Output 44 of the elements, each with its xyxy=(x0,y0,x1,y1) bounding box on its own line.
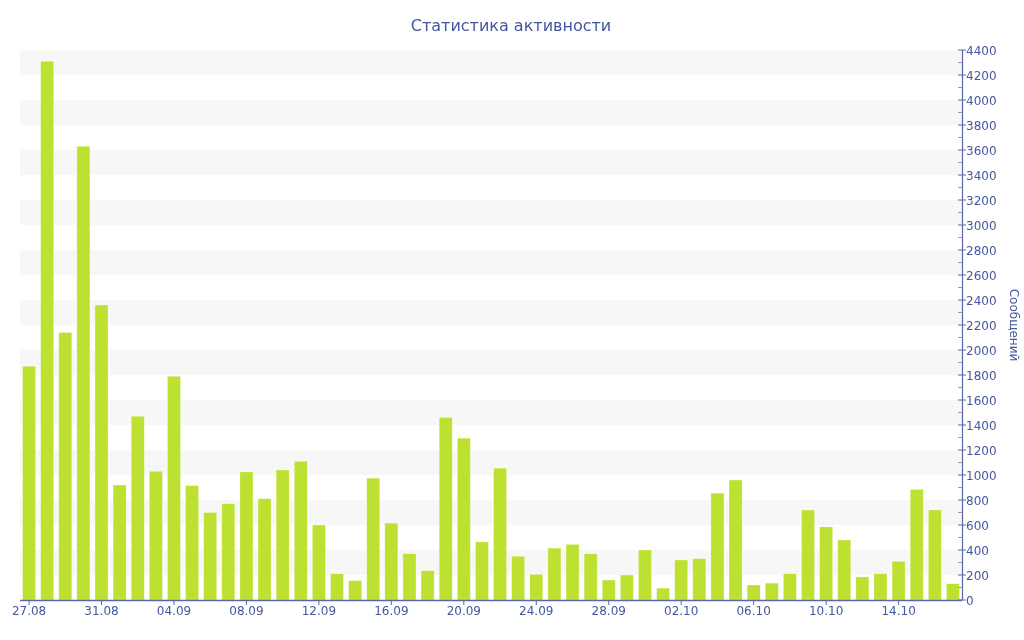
x-tick-label: 24.09 xyxy=(519,604,554,618)
y-tick-label: 1400 xyxy=(966,418,997,433)
y-tick-label: 4400 xyxy=(966,43,997,58)
x-tick-label: 12.09 xyxy=(301,604,337,618)
bar xyxy=(348,580,362,601)
y-tick-label: 1200 xyxy=(966,443,997,458)
y-tick-label: 3200 xyxy=(966,193,997,208)
y-axis-title: Сообщений xyxy=(1007,288,1021,362)
bar xyxy=(601,579,616,601)
x-tick-label: 08.09 xyxy=(229,604,264,618)
x-tick-label: 14.10 xyxy=(881,604,916,618)
y-tick-label: 3000 xyxy=(966,218,997,233)
x-tick-label: 27.08 xyxy=(11,604,47,618)
y-tick-label: 1000 xyxy=(966,468,997,483)
bar xyxy=(764,582,779,601)
y-tick-label: 800 xyxy=(966,493,989,508)
y-tick-label: 400 xyxy=(966,543,989,558)
chart-title: Статистика активности xyxy=(410,16,612,35)
y-tick-label: 0 xyxy=(966,593,974,608)
y-tick-label: 1800 xyxy=(966,368,997,383)
y-tick-label: 600 xyxy=(966,518,989,533)
bar xyxy=(656,587,670,601)
y-tick-label: 1600 xyxy=(966,393,997,408)
y-tick-label: 3400 xyxy=(966,168,997,183)
x-tick-label: 16.09 xyxy=(374,604,409,618)
y-tick-label: 4200 xyxy=(966,68,997,83)
x-tick-label: 06.10 xyxy=(736,604,771,618)
x-tick-label: 02.10 xyxy=(664,604,699,618)
bar xyxy=(746,584,761,601)
y-tick-label: 2800 xyxy=(966,243,997,258)
y-tick-label: 2200 xyxy=(966,318,997,333)
y-tick-label: 2600 xyxy=(966,268,997,283)
x-tick-label: 04.09 xyxy=(156,604,192,618)
y-tick-label: 2000 xyxy=(966,343,997,358)
bar xyxy=(946,583,960,601)
y-tick-label: 3800 xyxy=(966,118,997,133)
y-tick-label: 4000 xyxy=(966,93,997,108)
y-tick-label: 2400 xyxy=(966,293,997,308)
x-tick-label: 31.08 xyxy=(84,604,119,618)
x-tick-label: 10.10 xyxy=(808,604,844,618)
y-tick-label: 200 xyxy=(966,568,989,583)
x-tick-label: 20.09 xyxy=(446,604,482,618)
y-tick-label: 3600 xyxy=(966,143,997,158)
x-tick-label: 28.09 xyxy=(591,604,626,618)
